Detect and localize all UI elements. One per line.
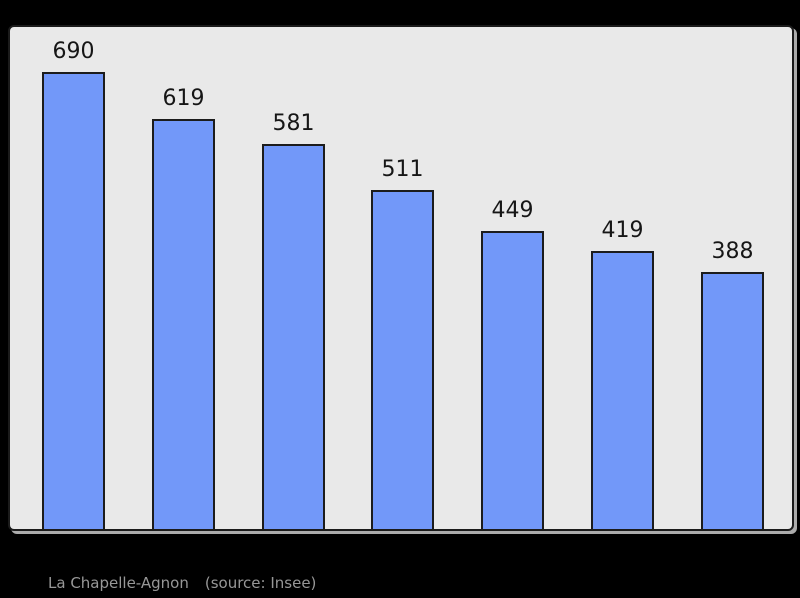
bar-value-label: 449 <box>491 198 534 223</box>
plot-area: 690 619 581 511 449 419 388 <box>8 25 794 531</box>
caption-source: (source: Insee) <box>204 574 317 592</box>
bar <box>262 144 325 529</box>
bar <box>591 251 654 529</box>
bar <box>42 72 105 529</box>
bar-value-label: 581 <box>272 111 315 136</box>
bar-value-label: 511 <box>381 157 424 182</box>
chart-caption: La Chapelle-Agnon (source: Insee) <box>48 574 316 592</box>
bar-value-label: 388 <box>711 239 754 264</box>
bar <box>152 119 215 529</box>
bar-value-label: 419 <box>601 218 644 243</box>
bar <box>481 231 544 529</box>
caption-title: La Chapelle-Agnon <box>48 574 189 592</box>
bar-value-label: 619 <box>162 86 205 111</box>
bar <box>701 272 764 529</box>
bar <box>371 190 434 529</box>
bar-value-label: 690 <box>52 39 95 64</box>
